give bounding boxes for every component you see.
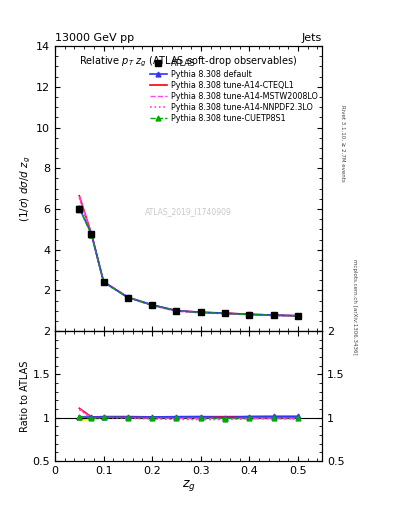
- Text: mcplots.cern.ch [arXiv:1306.3436]: mcplots.cern.ch [arXiv:1306.3436]: [352, 260, 357, 355]
- Text: ATLAS_2019_I1740909: ATLAS_2019_I1740909: [145, 207, 232, 216]
- Legend: ATLAS, Pythia 8.308 default, Pythia 8.308 tune-A14-CTEQL1, Pythia 8.308 tune-A14: ATLAS, Pythia 8.308 default, Pythia 8.30…: [150, 59, 318, 123]
- Text: Rivet 3.1.10, ≥ 2.7M events: Rivet 3.1.10, ≥ 2.7M events: [340, 105, 345, 182]
- Text: 13000 GeV pp: 13000 GeV pp: [55, 33, 134, 42]
- Text: Jets: Jets: [302, 33, 322, 42]
- Y-axis label: Ratio to ATLAS: Ratio to ATLAS: [20, 360, 30, 432]
- Text: Relative $p_T$ $z_g$ (ATLAS soft-drop observables): Relative $p_T$ $z_g$ (ATLAS soft-drop ob…: [79, 55, 298, 69]
- Y-axis label: $(1/\sigma)\ d\sigma/d\ z_g$: $(1/\sigma)\ d\sigma/d\ z_g$: [19, 155, 33, 222]
- X-axis label: $z_g$: $z_g$: [182, 478, 196, 494]
